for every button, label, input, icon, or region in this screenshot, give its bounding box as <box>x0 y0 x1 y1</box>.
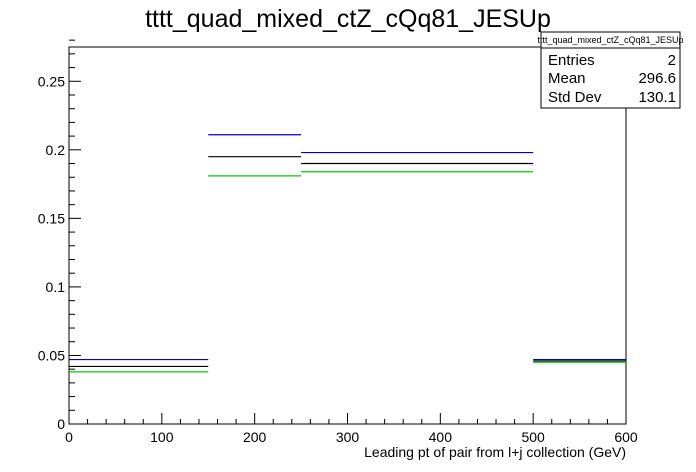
histogram-series-2 <box>69 171 626 373</box>
stats-mean-value: 296.6 <box>638 70 676 87</box>
x-tick-label: 0 <box>65 429 73 445</box>
chart-title: tttt_quad_mixed_ctZ_cQq81_JESUp <box>145 5 551 33</box>
y-axis: 0 0.05 0.1 0.15 0.2 0.25 <box>38 39 81 432</box>
x-axis: 0 100 200 300 400 500 600 <box>65 413 638 445</box>
histogram-series-1 <box>69 156 626 368</box>
x-tick-label: 500 <box>521 429 545 445</box>
stats-box-title: tttt_quad_mixed_ctZ_cQq81_JESUp <box>537 35 683 45</box>
y-tick-label: 0.1 <box>46 279 66 295</box>
x-tick-label: 300 <box>336 429 360 445</box>
y-tick-label: 0 <box>57 416 65 432</box>
x-tick-label: 400 <box>429 429 453 445</box>
y-tick-label: 0.25 <box>38 73 65 89</box>
y-tick-label: 0.05 <box>38 347 65 363</box>
x-tick-label: 200 <box>243 429 267 445</box>
x-tick-label: 100 <box>150 429 174 445</box>
histogram-series-0 <box>69 134 626 361</box>
histogram-series <box>69 134 626 373</box>
stats-stddev-label: Std Dev <box>548 89 602 106</box>
x-tick-label: 600 <box>614 429 638 445</box>
stats-mean-label: Mean <box>548 70 586 87</box>
stats-box-frame <box>540 31 681 109</box>
stats-box: tttt_quad_mixed_ctZ_cQq81_JESUp Entries … <box>537 31 684 109</box>
stats-entries-value: 2 <box>668 52 676 69</box>
stats-entries-label: Entries <box>548 52 595 69</box>
x-axis-label: Leading pt of pair from l+j collection (… <box>364 444 626 460</box>
y-tick-label: 0.15 <box>38 210 65 226</box>
y-tick-label: 0.2 <box>46 142 66 158</box>
stats-stddev-value: 130.1 <box>638 89 676 106</box>
